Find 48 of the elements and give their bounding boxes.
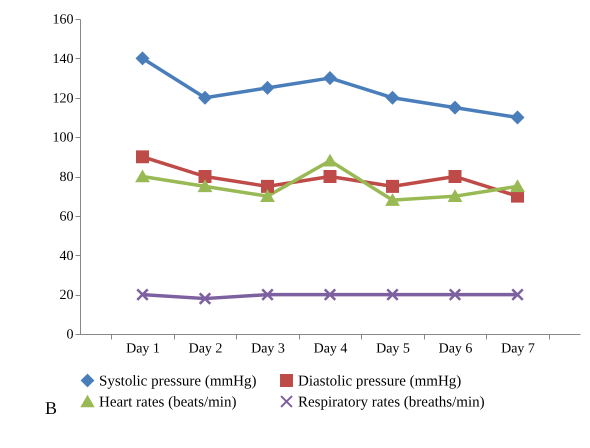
x-tick-label: Day 3: [251, 342, 285, 356]
point: [198, 180, 212, 192]
x-tick-label: Day 1: [126, 342, 160, 356]
x-tick-label: Day 4: [314, 342, 348, 356]
point: [448, 190, 462, 202]
point: [136, 170, 149, 182]
x-tick-label: Day 7: [501, 342, 535, 356]
point: [324, 288, 336, 302]
point: [136, 288, 149, 302]
point: [511, 180, 524, 192]
point: [324, 72, 336, 85]
point: [511, 110, 524, 124]
point: [386, 91, 399, 104]
point: [324, 154, 336, 167]
point: [198, 170, 212, 183]
point: [261, 288, 274, 302]
x-tick-label: Day 5: [376, 342, 410, 356]
y-tick-label: 160: [52, 12, 74, 28]
point: [136, 150, 149, 164]
legend-label: Respiratory rates (breaths/min): [298, 394, 485, 410]
point: [261, 180, 274, 193]
y-tick-label: 0: [66, 328, 74, 342]
y-tick-label: 120: [52, 91, 74, 106]
point: [386, 194, 399, 206]
point: [198, 292, 212, 306]
y-tick-label: 100: [52, 130, 74, 146]
text: B: [45, 398, 58, 418]
legend-label: Systolic pressure (mmHg): [99, 374, 256, 390]
legend-label: Heart rates (beats/min): [99, 394, 236, 410]
y-tick-label: 140: [52, 52, 74, 67]
point: [386, 288, 399, 302]
point: [448, 101, 462, 114]
y-tick-label: 40: [60, 248, 74, 264]
point: [448, 170, 462, 183]
point: [261, 190, 274, 202]
y-tick-label: 20: [60, 288, 74, 304]
point: [198, 91, 212, 104]
point: [386, 180, 399, 193]
y-tick-label: 60: [60, 209, 74, 224]
point: [261, 81, 274, 94]
y-tick-label: 80: [60, 170, 74, 185]
legend-label: Diastolic pressure (mmHg): [298, 374, 462, 390]
x-tick-label: Day 6: [438, 342, 472, 356]
point: [511, 288, 524, 302]
point: [448, 288, 462, 302]
x-tick-label: Day 2: [188, 342, 222, 356]
point: [324, 170, 336, 183]
point: [136, 52, 149, 65]
